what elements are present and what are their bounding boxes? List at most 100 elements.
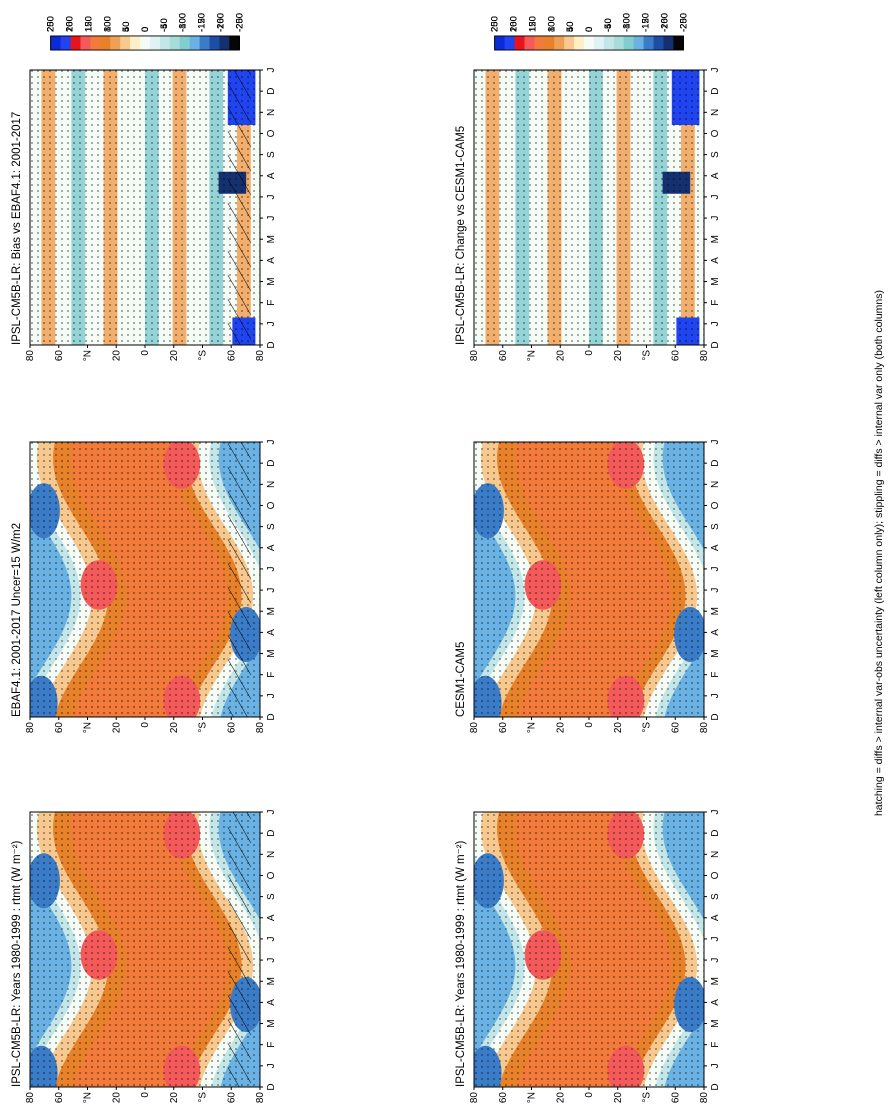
latitude-tick-label: 20 (169, 350, 180, 362)
month-tick-label: M (710, 277, 721, 285)
colorbar-tick-label: -150 (197, 13, 208, 32)
panel-field (474, 812, 704, 1087)
month-tick-label: A (710, 544, 721, 551)
colorbar-tick-label: 100 (102, 16, 113, 32)
latitude-tick-label: 20 (111, 722, 122, 734)
colorbar-tick-label: 150 (527, 16, 538, 32)
latitude-tick-label: °N (527, 722, 538, 733)
month-tick-label: J (266, 321, 277, 326)
month-tick-label: M (266, 649, 277, 657)
colorbar-tick-label: 200 (509, 16, 520, 32)
month-tick-label: A (710, 629, 721, 636)
month-tick-label: A (266, 172, 277, 179)
latitude-tick-label: 20 (613, 722, 624, 734)
panel-field (474, 442, 704, 717)
latitude-tick-label: 0 (584, 722, 595, 728)
colorbar-swatch (494, 36, 506, 50)
colorbar: 20 16 12 8 4 0 -4 -8 -12 -16 -20 (46, 18, 245, 51)
colorbar-swatch (100, 36, 111, 50)
latitude-tick-label: 60 (670, 1092, 681, 1104)
stippling (30, 70, 260, 345)
latitude-tick-label: 20 (613, 1092, 624, 1104)
latitude-tick-label: °N (527, 350, 538, 361)
month-tick-label: D (710, 88, 721, 95)
colorbar-tick-label: -8 (178, 24, 189, 32)
panel-title: IPSL-CM5B-LR: Years 1980-1999 : rtmt (W … (11, 840, 23, 1087)
latitude-tick-label: °N (83, 1092, 94, 1103)
colorbar-tick-label: -150 (197, 13, 208, 32)
latitude-tick-label: 60 (54, 1092, 65, 1104)
month-tick-label: J (710, 68, 721, 73)
month-tick-label: D (710, 830, 721, 837)
colorbar-tick-label: 0 (140, 27, 151, 32)
month-tick-label: N (266, 481, 277, 488)
hatching (227, 70, 251, 345)
month-tick-label: J (266, 958, 277, 963)
colorbar-swatch (653, 36, 664, 50)
latitude-tick-label: 20 (555, 1092, 566, 1104)
colorbar-tick-label: -200 (215, 13, 226, 32)
latitude-tick-label: 60 (498, 1092, 509, 1104)
colorbar-swatch (90, 36, 101, 50)
colorbar-tick-label: -250 (678, 13, 689, 32)
latitude-tick-label: 60 (498, 722, 509, 734)
latitude-tick-label: °N (527, 1092, 538, 1103)
colorbar-tick-label: 250 (46, 16, 57, 32)
latitude-tick-label: 80 (255, 350, 266, 362)
month-tick-label: S (266, 151, 277, 158)
colorbar-swatch (554, 36, 565, 50)
colorbar-tick-label: 100 (546, 16, 557, 32)
month-tick-label: O (266, 871, 277, 879)
colorbar-swatch (603, 36, 615, 50)
month-tick-label: J (710, 1063, 721, 1068)
latitude-tick-label: 0 (140, 1092, 151, 1098)
colorbar-tick-label: -20 (678, 18, 689, 32)
latitude-tick-label: 0 (140, 722, 151, 728)
month-tick-label: M (710, 235, 721, 243)
colorbar-tick-label: 50 (121, 21, 132, 32)
colorbar-swatch (613, 36, 625, 50)
month-tick-label: D (266, 1083, 277, 1090)
panel-1: IPSL-CM5B-LR: Years 1980-1999 : rtmt (W … (11, 13, 277, 1103)
colorbar-tick-label: 16 (509, 21, 520, 32)
latitude-tick-label: 80 (699, 722, 710, 734)
month-tick-label: J (710, 958, 721, 963)
month-tick-label: M (266, 977, 277, 985)
colorbar-tick-label: 50 (565, 21, 576, 32)
panel-title: IPSL-CM5B-LR: Bias vs EBAF4.1: 2001-2017 (11, 112, 23, 345)
colorbar-tick-label: -100 (622, 13, 633, 32)
latitude-tick-label: 0 (584, 350, 595, 356)
month-tick-label: J (710, 588, 721, 593)
colorbar-swatch (534, 36, 545, 50)
colorbar-swatch (643, 36, 655, 50)
month-tick-label: N (710, 109, 721, 116)
colorbar-swatch (50, 36, 62, 50)
figure-caption: hatching = diffs > internal var-obs unce… (873, 290, 885, 816)
latitude-tick-label: 80 (25, 350, 36, 362)
colorbar-tick-label: -4 (159, 24, 170, 32)
month-tick-label: S (710, 893, 721, 900)
panel-title: CESM1-CAM5 (455, 642, 467, 717)
colorbar-tick-label: -150 (641, 13, 652, 32)
colorbar-swatch (504, 36, 516, 50)
month-tick-label: D (266, 88, 277, 95)
month-tick-label: D (266, 830, 277, 837)
colorbar-tick-label: 200 (509, 16, 520, 32)
colorbar-swatch (633, 36, 645, 50)
month-tick-label: N (266, 851, 277, 858)
month-tick-label: J (710, 194, 721, 199)
panel-3: IPSL-CM5B-LR: Bias vs EBAF4.1: 2001-2017… (11, 18, 277, 361)
colorbar-tick-label: -4 (603, 24, 614, 32)
colorbar-swatch (179, 36, 191, 50)
latitude-tick-label: °S (642, 350, 653, 361)
colorbar-tick-label: 250 (490, 16, 501, 32)
colorbar-swatch (229, 36, 240, 50)
month-tick-label: J (266, 216, 277, 221)
month-tick-label: D (266, 713, 277, 720)
colorbar-swatch (199, 36, 211, 50)
colorbar-swatch (219, 36, 230, 50)
month-tick-label: M (266, 277, 277, 285)
month-tick-label: M (266, 607, 277, 615)
